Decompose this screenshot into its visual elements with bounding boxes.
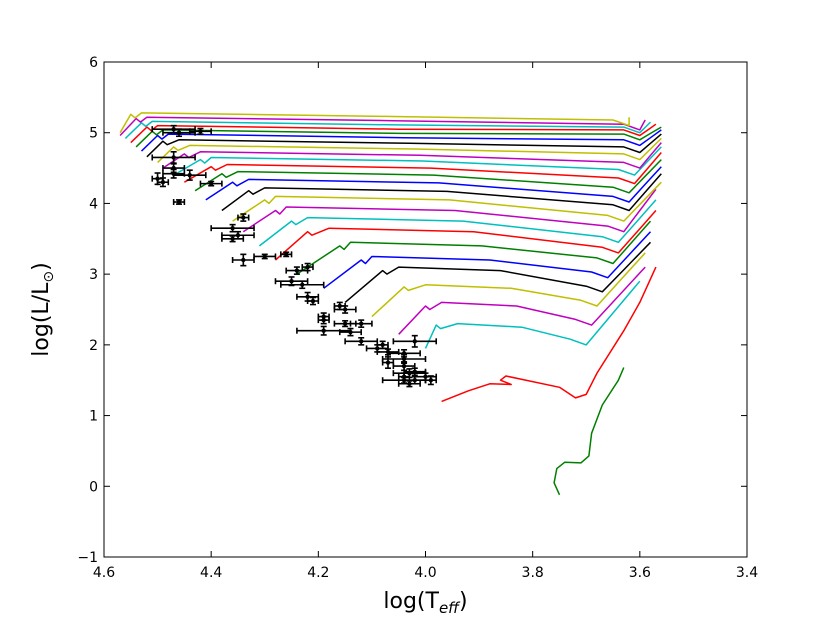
track-line — [323, 231, 652, 289]
track-line — [441, 266, 657, 403]
y-tick-label: 5 — [89, 126, 98, 142]
track-line — [398, 266, 646, 335]
track-line — [242, 188, 657, 233]
track-line — [124, 120, 652, 139]
x-tick-label: 3.4 — [736, 565, 758, 581]
y-tick-label: 6 — [89, 55, 98, 71]
x-tick-label: 4.4 — [200, 565, 222, 581]
track-line — [130, 123, 657, 144]
data-point — [231, 253, 255, 267]
data-point — [387, 349, 421, 358]
data-point — [156, 177, 170, 188]
x-tick-label: 3.8 — [522, 565, 544, 581]
x-tick-label: 4.2 — [307, 565, 329, 581]
x-tick-label: 4.6 — [93, 565, 115, 581]
data-point — [296, 325, 352, 336]
data-point — [301, 262, 314, 272]
track-line — [119, 116, 646, 137]
data-point — [210, 223, 255, 233]
y-tick-label: 3 — [89, 267, 98, 283]
data-point — [403, 367, 427, 377]
track-line — [344, 241, 652, 303]
data-point — [172, 169, 207, 181]
track-line — [146, 133, 662, 158]
y-tick-label: 2 — [89, 338, 98, 354]
track-line — [140, 129, 662, 152]
data-point — [221, 235, 245, 243]
track-line — [232, 181, 662, 222]
track-line — [553, 367, 625, 496]
data-point — [199, 180, 223, 187]
track-line — [275, 210, 657, 261]
data-point — [280, 251, 293, 258]
track-line — [258, 199, 657, 247]
data-point — [344, 336, 379, 346]
x-axis-label-main: log(T — [383, 589, 439, 614]
data-point — [333, 320, 357, 328]
evolutionary-tracks — [119, 112, 662, 496]
track-line — [194, 159, 662, 194]
data-point — [162, 168, 186, 179]
track-line — [371, 252, 646, 318]
track-line — [184, 152, 662, 185]
data-point — [333, 305, 357, 314]
data-point — [253, 253, 277, 260]
star-data-points — [151, 124, 438, 388]
data-point — [285, 266, 309, 275]
y-tick-label: −1 — [77, 550, 98, 566]
y-axis-label-close: ) — [29, 262, 54, 271]
data-point — [280, 280, 325, 290]
x-tick-label: 3.6 — [629, 565, 651, 581]
data-point — [172, 199, 186, 206]
y-axis-label-main: log(L/L — [29, 282, 54, 357]
plot-frame — [103, 61, 748, 558]
track-line — [157, 137, 662, 163]
y-tick-label: 0 — [89, 479, 98, 495]
track-line — [205, 166, 662, 203]
data-point — [306, 296, 320, 306]
y-axis-label: log(L/L⊙) — [29, 262, 57, 356]
x-tick-label: 4.0 — [414, 565, 436, 581]
track-line — [221, 173, 662, 212]
track-line — [119, 112, 630, 134]
data-point — [317, 315, 330, 325]
axis-ticks: 4.6 4.4 4.2 4.0 3.8 3.6 3.4 −1 0 1 2 3 4 5 6 — [77, 55, 758, 581]
y-tick-label: 4 — [89, 196, 98, 212]
x-axis-label: log(Teff) — [383, 589, 467, 617]
data-point — [424, 375, 438, 386]
data-point — [221, 230, 255, 240]
track-line — [173, 146, 662, 176]
x-axis-label-subscript: eff — [439, 599, 461, 617]
track-line — [296, 220, 652, 275]
data-point — [392, 334, 438, 348]
data-point — [397, 380, 421, 388]
x-axis-label-close: ) — [459, 589, 468, 614]
y-axis-label-sun-symbol: ⊙ — [41, 271, 57, 283]
data-point — [237, 213, 250, 222]
data-point — [381, 376, 427, 384]
track-line — [424, 280, 641, 349]
data-point — [338, 327, 363, 337]
data-point — [188, 127, 212, 135]
y-tick-label: 1 — [89, 409, 98, 425]
track-line — [135, 126, 662, 148]
track-line — [162, 142, 662, 169]
data-point — [413, 372, 438, 382]
